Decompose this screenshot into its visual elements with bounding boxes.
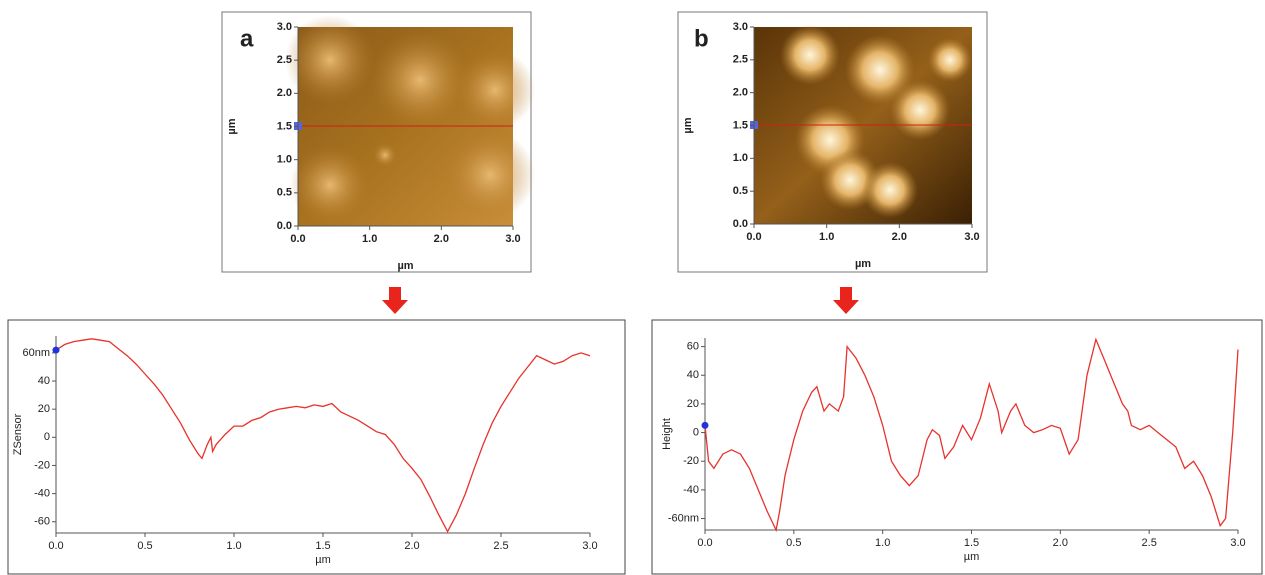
y-tick-label: -60 (34, 516, 50, 528)
profile-line (704, 337, 1239, 533)
x-tick-label: 0.0 (290, 233, 305, 245)
x-axis-label: µm (855, 258, 871, 270)
y-tick-label: 1.0 (277, 154, 292, 166)
x-tick-label: 0.0 (746, 231, 761, 243)
profile-line (55, 338, 591, 533)
y-tick-label: 0.0 (277, 220, 292, 232)
y-tick-label: 2.0 (733, 87, 748, 99)
x-axis-label: µm (964, 551, 980, 563)
panel-frame (677, 11, 988, 273)
y-axis-label: µm (226, 118, 238, 134)
x-tick-label: 0.0 (48, 540, 63, 552)
arrow (382, 287, 408, 314)
y-tick-label: -40 (683, 484, 699, 496)
x-axis-label: µm (315, 554, 331, 566)
x-tick-label: 3.0 (505, 233, 520, 245)
x-tick-label: 0.0 (697, 537, 712, 549)
y-tick-label: -60nm (668, 512, 699, 524)
y-tick-label: 0 (693, 426, 699, 438)
y-tick-label: 0.5 (277, 187, 292, 199)
x-tick-label: 2.0 (434, 233, 449, 245)
y-tick-label: 1.5 (277, 120, 292, 132)
panel-label: b (694, 25, 709, 52)
y-tick-label: 40 (38, 375, 50, 387)
x-tick-label: 1.0 (362, 233, 377, 245)
y-tick-label: 3.0 (733, 21, 748, 33)
panel-label: a (240, 25, 254, 52)
y-axis-label: ZSensor (12, 413, 24, 455)
cursor-marker (52, 346, 60, 354)
y-tick-label: -40 (34, 488, 50, 500)
y-tick-label: 60 (687, 341, 699, 353)
x-tick-label: 1.5 (964, 537, 979, 549)
x-tick-label: 1.0 (819, 231, 834, 243)
cursor-marker (701, 421, 709, 429)
x-tick-label: 3.0 (582, 540, 597, 552)
panel-frame (7, 319, 626, 575)
x-tick-label: 1.5 (315, 540, 330, 552)
x-tick-label: 3.0 (964, 231, 979, 243)
arrow (833, 287, 859, 314)
x-tick-label: 1.0 (226, 540, 241, 552)
y-tick-label: 20 (38, 403, 50, 415)
x-tick-label: 2.5 (1142, 537, 1157, 549)
y-tick-label: 1.5 (733, 119, 748, 131)
x-tick-label: 2.0 (404, 540, 419, 552)
x-tick-label: 1.0 (875, 537, 890, 549)
y-tick-label: 60nm (22, 347, 50, 359)
afm-image (285, 15, 535, 226)
y-tick-label: 1.0 (733, 152, 748, 164)
y-tick-label: 40 (687, 369, 699, 381)
y-tick-label: 2.0 (277, 87, 292, 99)
y-tick-label: 0.5 (733, 185, 748, 197)
y-tick-label: -20 (34, 459, 50, 471)
y-tick-label: 2.5 (277, 54, 292, 66)
y-tick-label: 20 (687, 398, 699, 410)
y-tick-label: 2.5 (733, 54, 748, 66)
panel-frame (221, 11, 532, 273)
y-axis-label: Height (661, 418, 673, 450)
x-tick-label: 3.0 (1230, 537, 1245, 549)
y-tick-label: -20 (683, 455, 699, 467)
x-tick-label: 2.0 (892, 231, 907, 243)
y-tick-label: 0.0 (733, 218, 748, 230)
y-tick-label: 0 (44, 431, 50, 443)
x-tick-label: 0.5 (137, 540, 152, 552)
x-tick-label: 0.5 (786, 537, 801, 549)
x-tick-label: 2.0 (1053, 537, 1068, 549)
y-axis-label: µm (682, 117, 694, 133)
x-tick-label: 2.5 (493, 540, 508, 552)
panel-frame (651, 319, 1263, 575)
y-tick-label: 3.0 (277, 21, 292, 33)
x-axis-label: µm (397, 260, 413, 272)
